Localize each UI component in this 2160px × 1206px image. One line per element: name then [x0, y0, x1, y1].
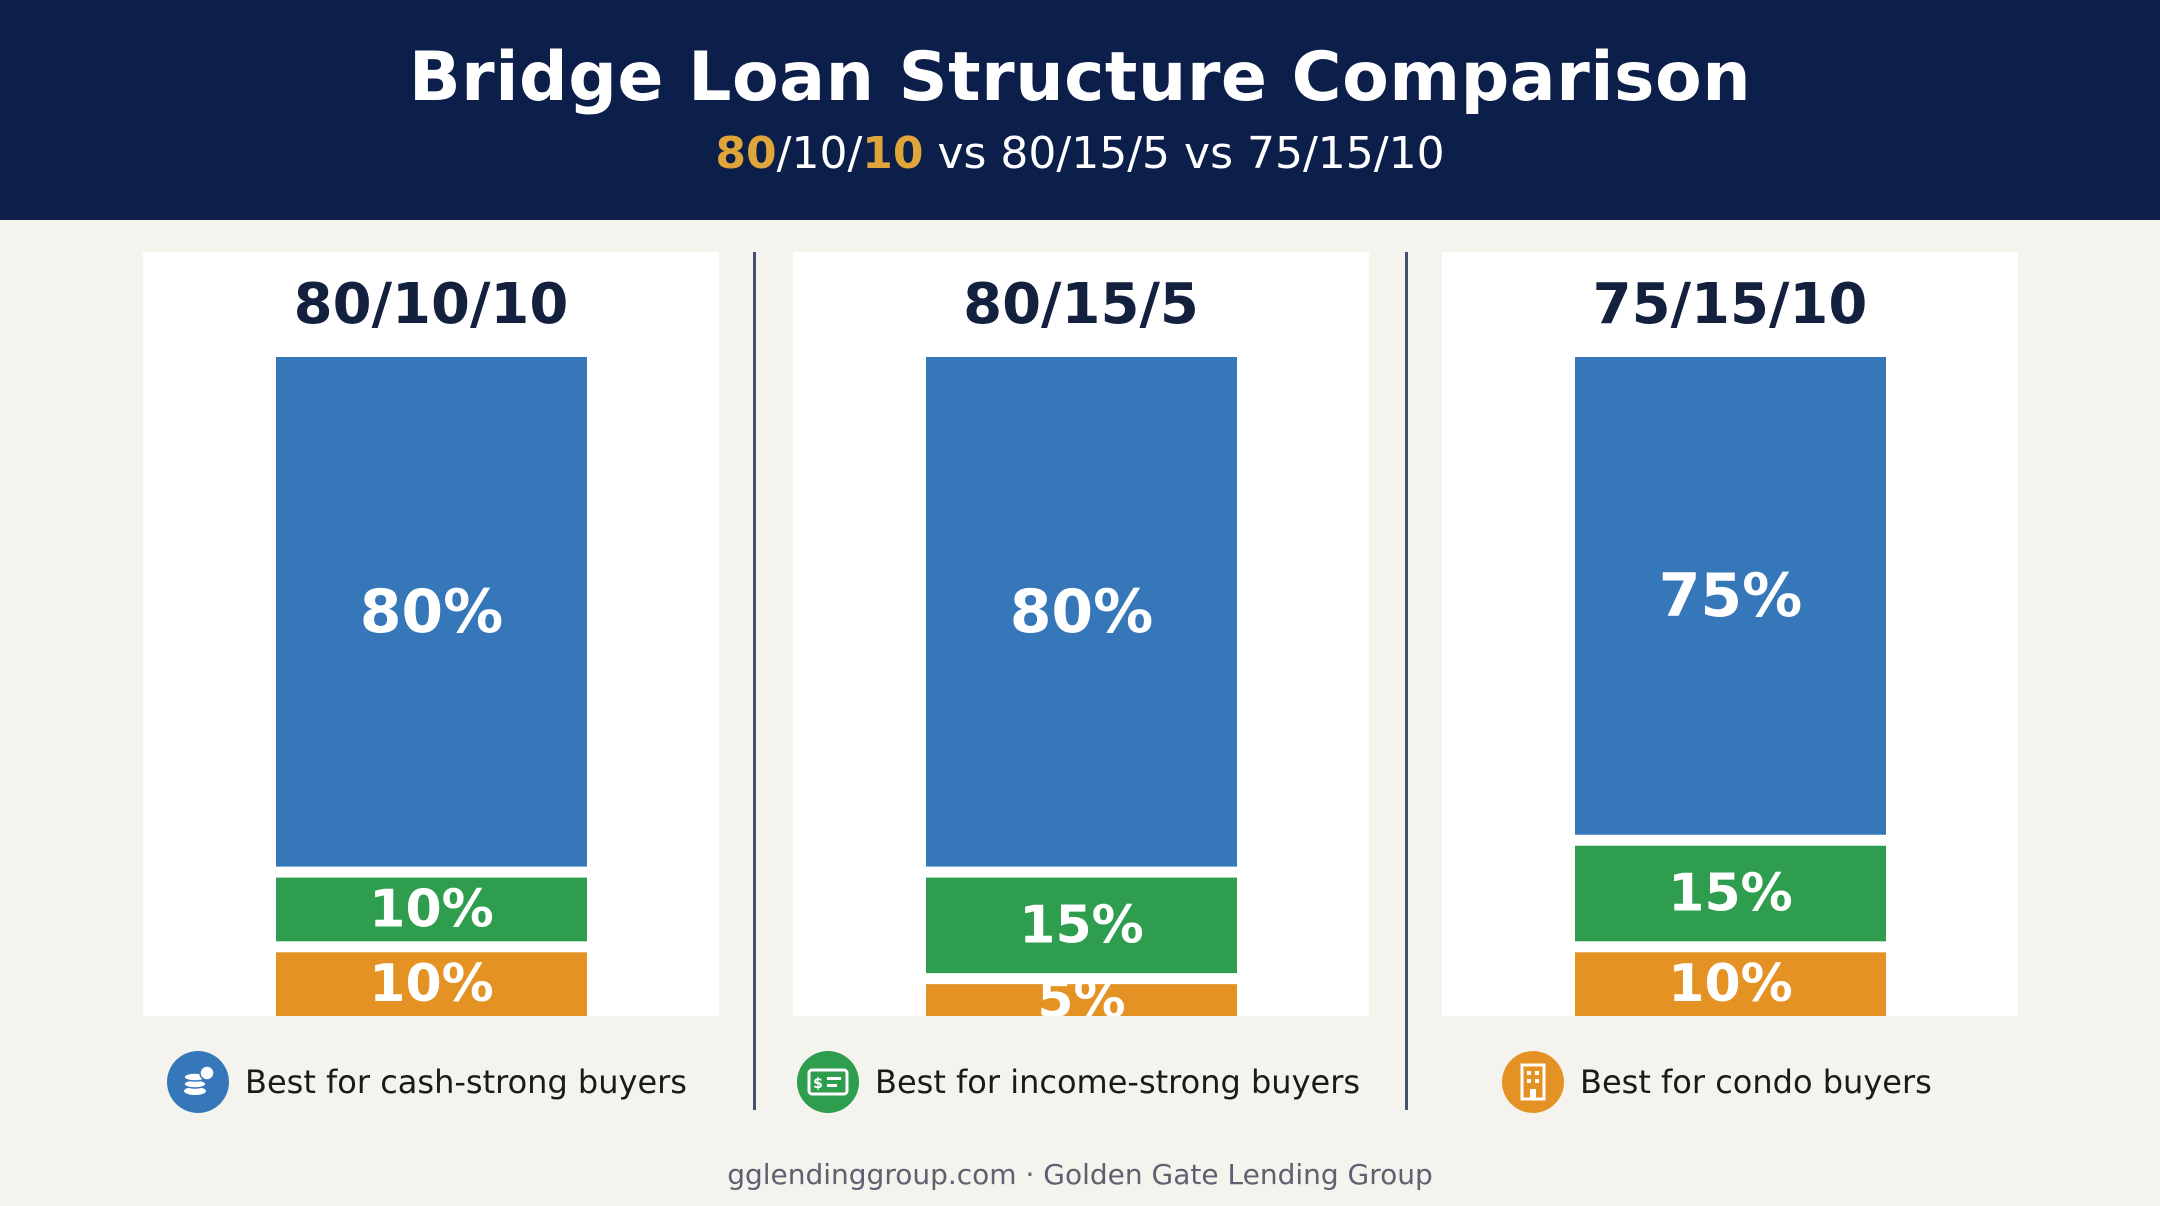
- caption-text: Best for cash-strong buyers: [245, 1063, 687, 1101]
- structure-title: 80/10/10: [293, 272, 569, 337]
- structure-title: 75/15/10: [1592, 272, 1868, 337]
- structure-title: 80/15/5: [963, 272, 1199, 337]
- down-payment-segment: [276, 952, 587, 1016]
- panel-divider: [1405, 252, 1408, 1110]
- second-loan-segment: [926, 877, 1237, 974]
- caption-income-strong: $ Best for income-strong buyers: [797, 1050, 1360, 1114]
- structure-panel-2: 80/15/5 80% 15% 5%: [793, 252, 1369, 1016]
- first-mortgage-label: 80%: [360, 577, 504, 647]
- cash-bill-icon: $: [797, 1051, 859, 1113]
- caption-condo: Best for condo buyers: [1502, 1050, 1932, 1114]
- second-loan-segment: [276, 877, 587, 942]
- first-mortgage-segment: [1575, 357, 1886, 835]
- coins-icon: [167, 1051, 229, 1113]
- down-payment-label: 5%: [1037, 970, 1125, 1016]
- first-mortgage-label: 80%: [1010, 577, 1154, 647]
- header-banner: Bridge Loan Structure Comparison 80/10/1…: [0, 0, 2160, 220]
- subtitle-text-2: vs 80/15/5 vs 75/15/10: [923, 128, 1445, 179]
- second-loan-label: 15%: [1019, 895, 1143, 955]
- down-payment-label: 10%: [369, 954, 493, 1014]
- down-payment-segment: [926, 984, 1237, 1016]
- second-loan-label: 10%: [369, 879, 493, 939]
- structure-panel-3: 75/15/10 75% 15% 10%: [1442, 252, 2018, 1016]
- footer-credit: gglendinggroup.com · Golden Gate Lending…: [727, 1158, 1433, 1191]
- panel-divider: [753, 252, 756, 1110]
- caption-text: Best for condo buyers: [1580, 1063, 1932, 1101]
- page-title: Bridge Loan Structure Comparison: [408, 38, 1752, 117]
- stacked-bar-chart-1: 80% 10% 10%: [276, 357, 587, 1016]
- first-mortgage-label: 75%: [1659, 561, 1803, 631]
- stacked-bar-chart-2: 80% 15% 5%: [926, 357, 1237, 1016]
- down-payment-label: 10%: [1668, 954, 1792, 1014]
- down-payment-segment: [1575, 952, 1886, 1016]
- second-loan-label: 15%: [1668, 864, 1792, 924]
- stacked-bar-chart-3: 75% 15% 10%: [1575, 357, 1886, 1016]
- page-subtitle: 80/10/10 vs 80/15/5 vs 75/15/10: [0, 128, 2160, 179]
- structure-panel-1: 80/10/10 80% 10% 10%: [143, 252, 719, 1016]
- svg-text:$: $: [813, 1076, 823, 1092]
- first-mortgage-segment: [276, 357, 587, 867]
- caption-cash-strong: Best for cash-strong buyers: [167, 1050, 687, 1114]
- first-mortgage-segment: [926, 357, 1237, 867]
- building-icon: [1502, 1051, 1564, 1113]
- caption-text: Best for income-strong buyers: [875, 1063, 1361, 1101]
- second-loan-segment: [1575, 845, 1886, 942]
- subtitle-highlight-2: 10: [862, 128, 924, 179]
- subtitle-highlight-1: 80: [715, 128, 777, 179]
- subtitle-text-1: /10/: [776, 128, 863, 179]
